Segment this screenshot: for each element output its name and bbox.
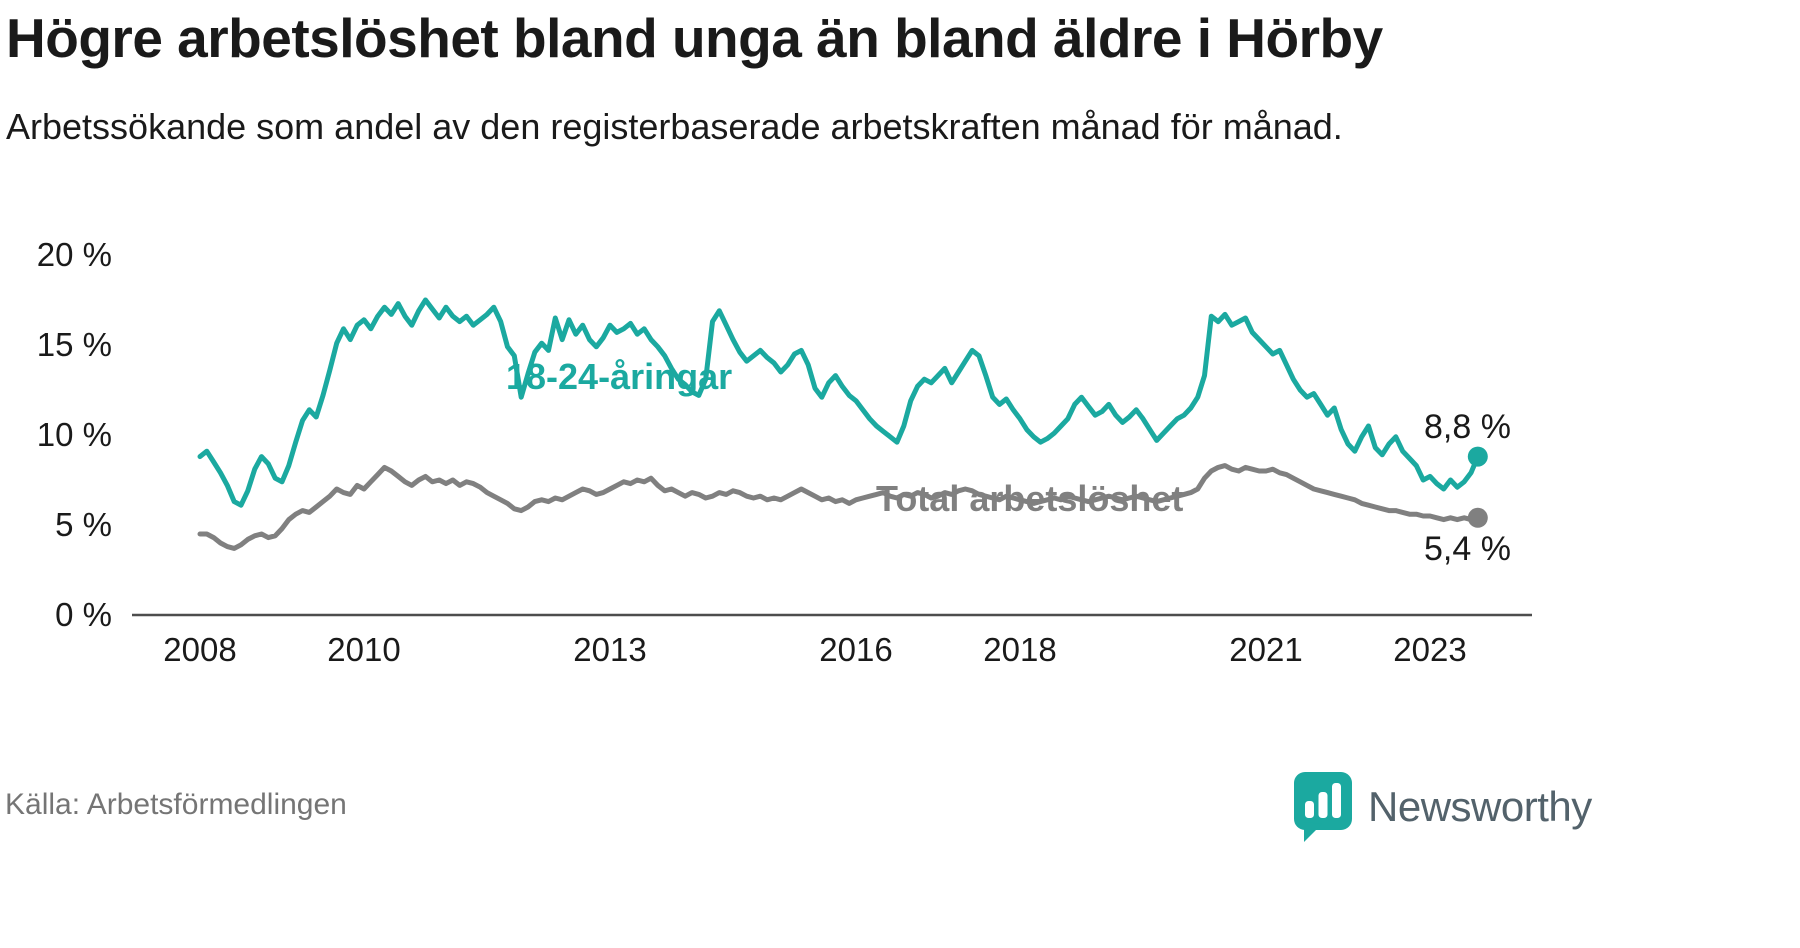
logo-bar-3 (1332, 783, 1341, 818)
logo-bubble-tail (1304, 822, 1322, 842)
svg-text:2016: 2016 (819, 631, 892, 668)
logo-bar-2 (1318, 792, 1328, 818)
brand-wordmark: Newsworthy (1368, 783, 1592, 830)
svg-text:10 %: 10 % (37, 416, 112, 453)
page-title: Högre arbetslöshet bland unga än bland ä… (6, 7, 1383, 69)
end-value-youth: 8,8 % (1424, 408, 1511, 446)
svg-text:20 %: 20 % (37, 236, 112, 273)
chart-subtitle: Arbetssökande som andel av den registerb… (6, 106, 1343, 147)
svg-text:15 %: 15 % (37, 326, 112, 363)
logo-bar-1 (1305, 801, 1314, 818)
newsworthy-brand: Newsworthy (1292, 770, 1592, 844)
chart-svg: 0 % 5 % 10 % 15 % 20 % 2008 2010 2013 2016 2018 20… (37, 236, 1532, 668)
svg-text:0 %: 0 % (55, 596, 112, 633)
svg-text:2013: 2013 (573, 631, 646, 668)
svg-text:2008: 2008 (163, 631, 236, 668)
svg-text:5 %: 5 % (55, 506, 112, 543)
svg-text:2018: 2018 (983, 631, 1056, 668)
series-label-total: Total arbetslöshet (876, 478, 1184, 519)
newsworthy-logo-icon (1294, 772, 1352, 842)
end-value-total: 5,4 % (1424, 530, 1511, 568)
source-note: Källa: Arbetsförmedlingen (5, 788, 347, 821)
svg-text:2023: 2023 (1393, 631, 1466, 668)
svg-text:2021: 2021 (1229, 631, 1302, 668)
svg-text:2010: 2010 (327, 631, 400, 668)
series-label-youth: 18-24-åringar (506, 356, 733, 397)
